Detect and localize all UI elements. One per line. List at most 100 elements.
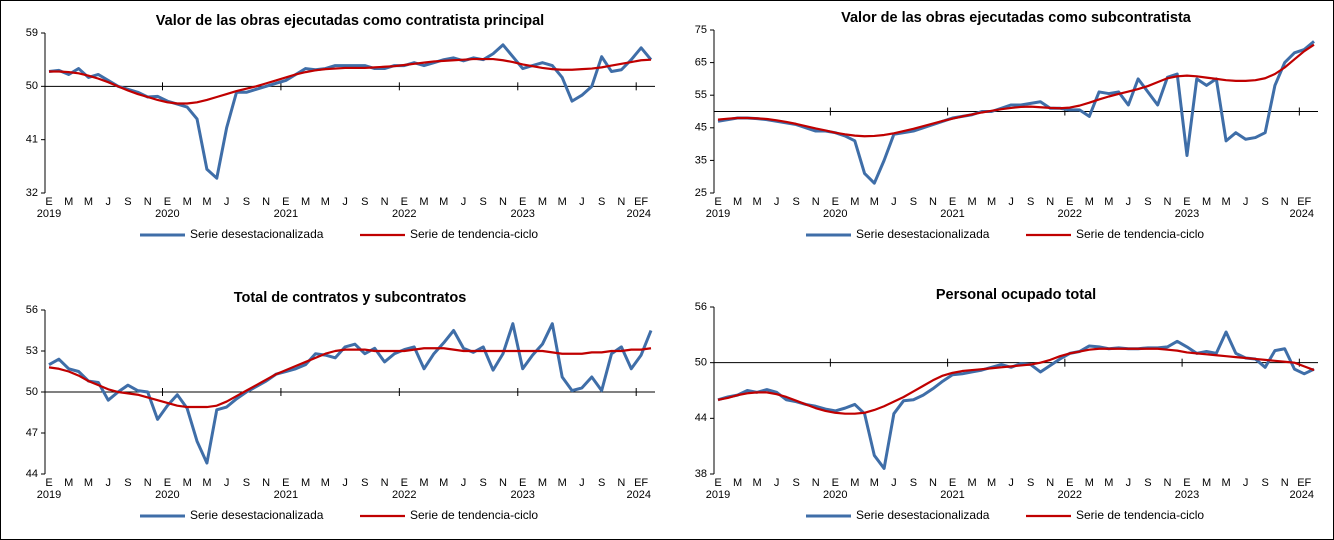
year-label: 2021 <box>274 489 298 501</box>
year-label: 2021 <box>940 208 964 220</box>
y-tick-label: 47 <box>26 427 38 439</box>
x-tick-label: E <box>519 477 526 489</box>
x-tick-label: M <box>538 196 547 208</box>
x-tick-label: M <box>301 196 310 208</box>
y-tick-label: 59 <box>26 27 38 39</box>
year-label: 2020 <box>155 208 179 220</box>
x-tick-label: E <box>45 196 52 208</box>
x-tick-label: M <box>439 196 448 208</box>
x-tick-label: S <box>480 196 487 208</box>
x-tick-label: M <box>301 477 310 489</box>
x-tick-label: N <box>617 196 625 208</box>
x-tick-label: M <box>84 196 93 208</box>
x-tick-label: E <box>282 196 289 208</box>
y-tick-label: 38 <box>695 468 707 480</box>
x-tick-label: M <box>967 477 976 489</box>
x-tick-label: M <box>1104 196 1113 208</box>
x-tick-label: N <box>1281 196 1289 208</box>
x-tick-label: J <box>224 477 230 489</box>
x-tick-label: S <box>598 196 605 208</box>
y-tick-label: 32 <box>26 187 38 199</box>
series-line <box>48 322 653 465</box>
chart-title: Personal ocupado total <box>936 287 1096 303</box>
year-label: 2022 <box>392 489 416 501</box>
x-tick-label: S <box>124 196 131 208</box>
x-tick-label: M <box>967 196 976 208</box>
year-label: 2023 <box>510 208 534 220</box>
x-tick-label: S <box>243 477 250 489</box>
x-tick-label: E <box>519 196 526 208</box>
x-tick-label: J <box>1243 477 1249 489</box>
legend-label: Serie desestacionalizada <box>190 227 324 241</box>
x-tick-label: N <box>617 477 625 489</box>
y-tick-label: 50 <box>695 357 707 369</box>
x-tick-label: M <box>183 196 192 208</box>
x-tick-label: S <box>480 477 487 489</box>
series-line <box>717 43 1315 138</box>
x-tick-label: M <box>419 477 428 489</box>
x-tick-label: M <box>321 477 330 489</box>
x-tick-label: E <box>282 477 289 489</box>
year-label: 2020 <box>823 489 847 501</box>
x-tick-label: S <box>792 477 799 489</box>
x-tick-label: S <box>1144 196 1151 208</box>
x-tick-label: S <box>361 196 368 208</box>
x-tick-label: E <box>164 477 171 489</box>
y-tick-label: 53 <box>26 345 38 357</box>
x-tick-label: M <box>850 196 859 208</box>
x-tick-label: M <box>1104 477 1113 489</box>
legend-label: Serie desestacionalizada <box>190 508 324 522</box>
legend-label: Serie de tendencia-ciclo <box>410 508 538 522</box>
year-label: 2023 <box>510 489 534 501</box>
x-tick-label: EF <box>634 196 648 208</box>
x-tick-label: E <box>1183 196 1190 208</box>
chart-title: Valor de las obras ejecutadas como subco… <box>841 10 1192 26</box>
x-tick-label: EF <box>634 477 648 489</box>
x-tick-label: J <box>774 196 780 208</box>
year-label: 2022 <box>392 208 416 220</box>
series-line <box>48 347 652 409</box>
x-tick-label: S <box>361 477 368 489</box>
x-tick-label: M <box>439 477 448 489</box>
y-tick-label: 50 <box>26 386 38 398</box>
x-tick-label: M <box>419 196 428 208</box>
year-label: 2024 <box>627 208 651 220</box>
x-tick-label: M <box>64 477 73 489</box>
y-tick-label: 50 <box>26 80 38 92</box>
x-tick-label: M <box>1221 196 1230 208</box>
y-tick-label: 35 <box>695 154 707 166</box>
x-tick-label: M <box>752 196 761 208</box>
x-tick-label: N <box>499 477 507 489</box>
x-tick-label: EF <box>1297 196 1311 208</box>
x-tick-label: N <box>499 196 507 208</box>
x-tick-label: S <box>598 477 605 489</box>
x-tick-label: E <box>401 477 408 489</box>
x-tick-label: N <box>1163 196 1171 208</box>
series-line <box>49 57 652 105</box>
year-label: 2021 <box>940 489 964 501</box>
year-label: 2024 <box>1290 208 1314 220</box>
series-line <box>717 330 1315 470</box>
x-tick-label: J <box>105 196 111 208</box>
x-tick-label: S <box>1027 196 1034 208</box>
x-tick-label: J <box>461 477 467 489</box>
x-tick-label: J <box>1243 196 1249 208</box>
x-tick-label: EF <box>1297 477 1311 489</box>
x-tick-label: J <box>579 196 585 208</box>
x-tick-label: M <box>850 477 859 489</box>
x-tick-label: M <box>733 196 742 208</box>
legend-label: Serie de tendencia-ciclo <box>410 227 538 241</box>
x-tick-label: E <box>1066 196 1073 208</box>
x-tick-label: E <box>714 477 721 489</box>
x-tick-label: E <box>949 196 956 208</box>
year-label: 2019 <box>37 489 61 501</box>
x-tick-label: N <box>1163 477 1171 489</box>
x-tick-label: S <box>1261 196 1268 208</box>
x-tick-label: E <box>45 477 52 489</box>
x-tick-label: M <box>1085 196 1094 208</box>
x-tick-label: N <box>262 477 270 489</box>
year-label: 2023 <box>1175 489 1199 501</box>
x-tick-label: N <box>262 196 270 208</box>
